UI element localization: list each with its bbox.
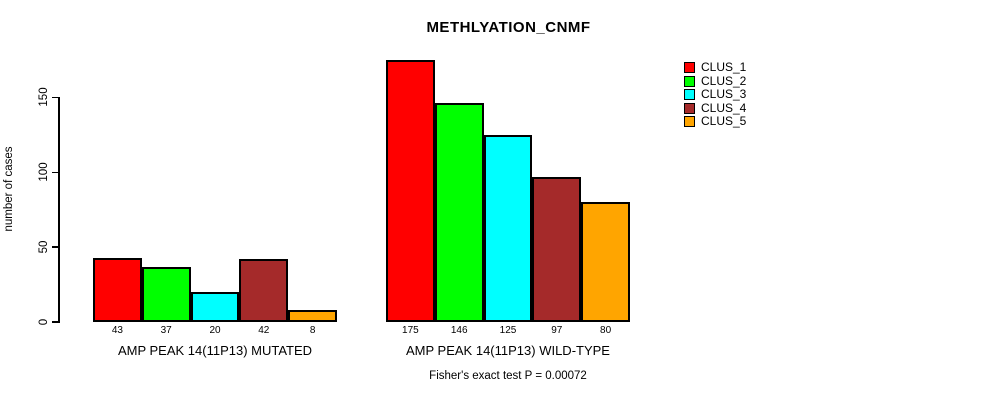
y-axis-tick: [52, 246, 58, 248]
y-axis-label: number of cases: [3, 146, 15, 232]
bar-clus_2: [141, 266, 191, 322]
bar-value-label: 80: [600, 325, 612, 336]
group-label-wild-type: AMP PEAK 14(11P13) WILD-TYPE: [406, 343, 610, 358]
bar-clus_5: [288, 310, 337, 322]
legend-swatch-clus_5: [684, 116, 695, 128]
bar-clus_3: [483, 134, 533, 322]
y-axis-tick-label: 100: [38, 162, 50, 182]
legend-label: CLUS_4: [701, 100, 747, 115]
y-axis-line: [58, 97, 60, 323]
bar-clus_2: [434, 103, 484, 322]
y-axis-tick: [52, 321, 58, 323]
legend-swatch-clus_1: [684, 62, 695, 73]
bar-value-label: 175: [402, 325, 419, 336]
chart-title: METHLYATION_CNMF: [426, 19, 591, 36]
bar-clus_1: [93, 257, 142, 322]
legend-swatch-clus_3: [684, 89, 695, 101]
y-axis-tick-label: 150: [38, 87, 50, 108]
bar-value-label: 146: [450, 325, 468, 336]
legend-label: CLUS_5: [701, 114, 747, 129]
bar-value-label: 125: [499, 325, 517, 336]
legend-label: CLUS_1: [701, 60, 747, 74]
bar-value-label: 42: [258, 325, 270, 336]
bar-value-label: 37: [160, 325, 172, 336]
bar-value-label: 97: [551, 325, 563, 336]
legend-label: CLUS_3: [701, 87, 747, 102]
bar-value-label: 43: [111, 325, 123, 336]
legend-swatch-clus_2: [684, 75, 695, 87]
bar-clus_3: [190, 292, 240, 322]
y-axis-tick-label: 0: [38, 318, 50, 326]
bar-value-label: 8: [309, 325, 316, 336]
y-axis-tick-label: 50: [38, 240, 50, 254]
legend-swatch-clus_4: [684, 102, 695, 114]
bar-clus_4: [239, 259, 289, 322]
bar-clus_5: [581, 202, 630, 322]
y-axis-tick: [52, 171, 58, 174]
bar-clus_4: [532, 176, 582, 322]
bar-value-label: 20: [209, 325, 221, 336]
bar-clus_1: [386, 60, 435, 322]
legend-label: CLUS_2: [701, 73, 747, 88]
y-axis-tick: [52, 96, 58, 99]
group-label-mutated: AMP PEAK 14(11P13) MUTATED: [117, 343, 313, 358]
caption-fishers-exact-test: Fisher's exact test P = 0.00072: [429, 370, 587, 382]
